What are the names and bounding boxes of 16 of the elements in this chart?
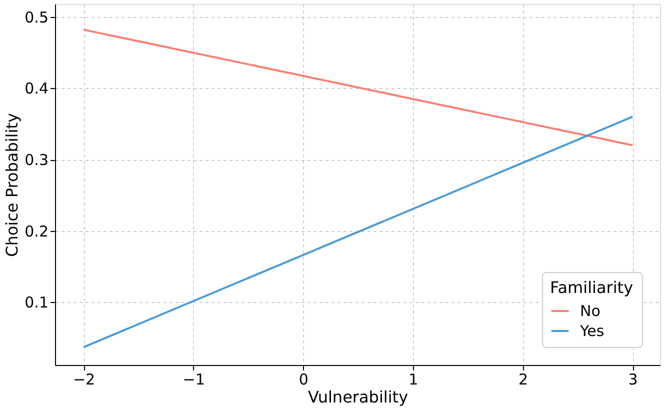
x-tick-label: 2	[518, 370, 528, 388]
x-tick-label: 0	[298, 370, 308, 388]
x-tick-label: 3	[628, 370, 638, 388]
y-tick-label: 0.5	[24, 8, 48, 26]
y-axis-title: Choice Probability	[2, 113, 22, 257]
x-tick-label: 1	[408, 370, 418, 388]
y-tick-label: 0.1	[24, 294, 48, 312]
legend-label: No	[580, 302, 600, 320]
legend-label: Yes	[579, 322, 604, 340]
x-tick-label: −2	[72, 370, 96, 388]
y-tick-label: 0.3	[24, 151, 48, 170]
x-axis-title: Vulnerability	[308, 388, 408, 406]
x-tick-label: −1	[182, 370, 205, 388]
y-tick-label: 0.2	[24, 222, 48, 240]
legend-title: Familiarity	[550, 278, 634, 297]
y-tick-label: 0.4	[24, 80, 48, 98]
